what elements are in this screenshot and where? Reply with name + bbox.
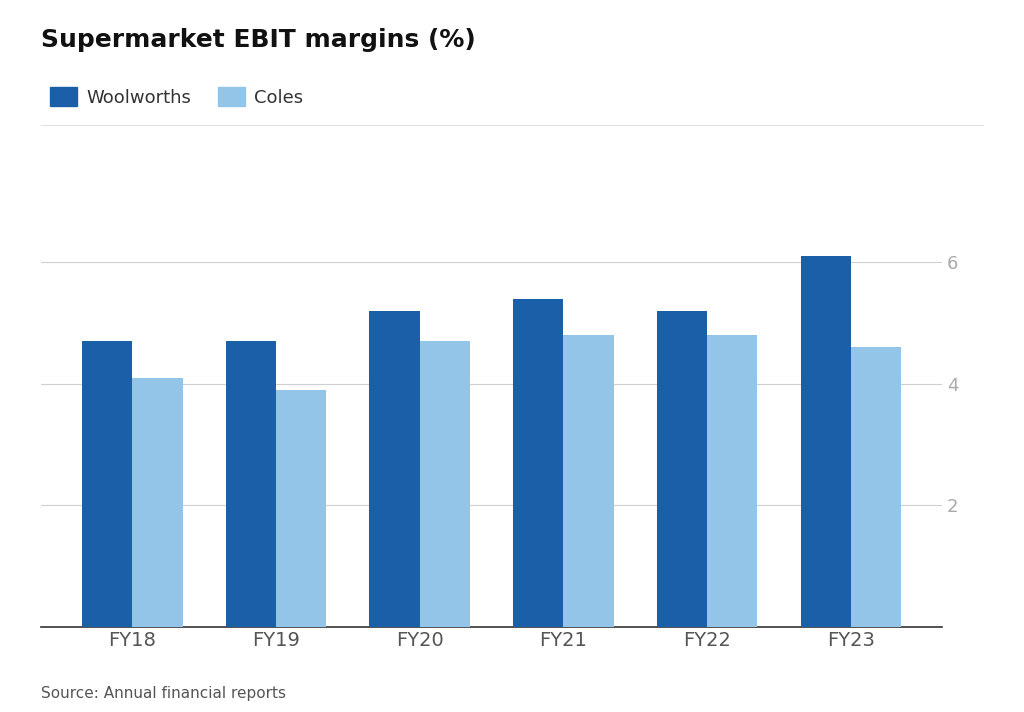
Bar xyxy=(82,341,132,627)
Bar xyxy=(132,377,182,627)
Bar xyxy=(275,389,327,627)
Bar xyxy=(801,256,851,627)
Bar xyxy=(370,310,420,627)
Bar xyxy=(708,335,758,627)
Legend: Woolworths, Coles: Woolworths, Coles xyxy=(50,88,303,107)
Bar xyxy=(225,341,275,627)
Text: Source: Annual financial reports: Source: Annual financial reports xyxy=(41,686,286,701)
Bar xyxy=(851,347,901,627)
Bar xyxy=(563,335,613,627)
Bar xyxy=(420,341,470,627)
Text: Supermarket EBIT margins (%): Supermarket EBIT margins (%) xyxy=(41,28,476,53)
Bar xyxy=(656,310,708,627)
Bar xyxy=(513,298,563,627)
